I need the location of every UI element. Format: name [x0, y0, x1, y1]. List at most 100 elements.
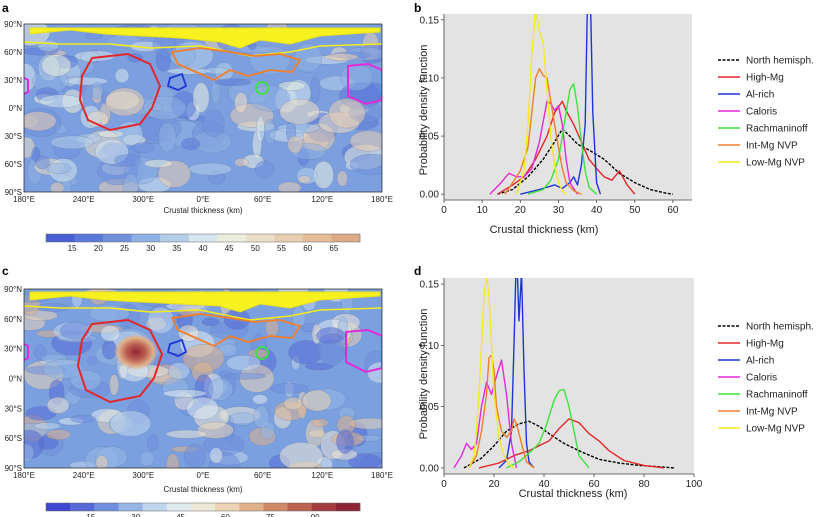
contour-patch [109, 374, 119, 396]
high-mg-region-outline [78, 52, 162, 132]
contour-patch [234, 158, 249, 167]
contour-patch [165, 453, 180, 468]
series-line-int-mg-nvp [468, 354, 535, 469]
x-tick-label: 10 [477, 205, 489, 216]
colorbar-swatch [160, 234, 190, 242]
latitude-tick-label: 90°N [4, 20, 22, 29]
high-mg-region-outline [76, 318, 164, 404]
al-rich-region-outline [166, 338, 188, 357]
rachmaninoff-outline [255, 346, 269, 360]
int-mg-nvp-outline [170, 47, 302, 82]
colorbar-swatch [287, 503, 312, 511]
colorbar-tick-label: 50 [251, 244, 260, 253]
x-tick-label: 0 [441, 479, 447, 490]
colorbar-swatch [46, 503, 71, 511]
legend-label: Caloris [746, 107, 777, 118]
colorbar-swatch [302, 234, 332, 242]
legend-label: Int-Mg NVP [746, 141, 798, 152]
contour-patch [283, 397, 303, 411]
contour-patch [34, 422, 61, 430]
contour-patch [97, 130, 124, 138]
pdf-chart-d: 0 20 40 60 80 100 0.00 0.05 0.10 0.15 [420, 278, 703, 490]
contour-patch [336, 170, 348, 187]
y-tick-label: 0.10 [420, 73, 440, 84]
colorbar-a: 15 20 25 30 35 40 45 50 55 60 65 [45, 233, 361, 253]
latitude-tick-label: 0°N [9, 375, 23, 384]
latitude-tick-label: 30°N [4, 345, 22, 354]
contour-patch [165, 429, 208, 439]
contour-patch [249, 85, 291, 112]
colorbar-swatch [70, 503, 95, 511]
colorbar-swatch [166, 503, 192, 511]
longitude-tick-label: 60°E [254, 195, 271, 204]
legend-d: North hemisph. High-Mg Al-rich Caloris Rachm… [718, 322, 814, 435]
colorbar-tick-label: 15 [68, 244, 77, 253]
legend-b: North hemisph. High-Mg Al-rich Caloris Rachm… [718, 56, 814, 169]
contour-patch [41, 54, 72, 77]
contour-patch [50, 135, 94, 150]
contour-patch [122, 173, 139, 192]
chart-d-ylabel: Probability density function [418, 309, 430, 440]
thickness-contour-fill [24, 289, 382, 468]
crustal-thickness-map-a [23, 23, 383, 193]
colorbar-swatch [188, 234, 218, 242]
panel-a-label: a [2, 1, 9, 15]
panel-d-label: d [414, 264, 421, 278]
colorbar-swatch [245, 234, 275, 242]
panel-b-label: b [414, 1, 421, 15]
legend-label: Caloris [746, 373, 777, 384]
series-line-high-mg [497, 100, 636, 195]
contour-patch [349, 417, 382, 430]
colorbar-frame [45, 233, 361, 243]
y-tick-label: 0.00 [420, 190, 440, 201]
contour-patch [45, 162, 72, 175]
y-tick-label: 0.15 [420, 15, 440, 26]
longitude-tick-label: 120°E [311, 195, 333, 204]
series-lines [489, 14, 674, 195]
colorbar-tick-label: 25 [120, 244, 129, 253]
colorbar-swatch [131, 234, 161, 242]
contour-patch [87, 356, 97, 366]
series-lines [453, 278, 675, 469]
colorbar-swatch [331, 234, 361, 242]
longitude-tick-label: 120°E [311, 471, 333, 480]
chart-d-xlabel: Crustal thickness (km) [519, 488, 628, 500]
colorbar-swatch [142, 503, 168, 511]
contour-patch [256, 115, 265, 142]
contour-patch [214, 78, 252, 86]
series-line-caloris [489, 100, 579, 195]
series-line-low-mg-nvp [468, 278, 515, 469]
contour-patch [287, 135, 303, 154]
thick-crust-hotspot [114, 334, 158, 370]
latitude-tick-label: 60°N [4, 315, 22, 324]
map-c-latitude-ticks: 90°N 60°N 30°N 0°N 30°S 60°S 90°S [4, 285, 22, 473]
panel-c-label: c [2, 264, 9, 278]
contour-patch [278, 81, 306, 91]
contour-patch [50, 182, 65, 192]
series-line-int-mg-nvp [504, 67, 582, 195]
contour-patch [264, 118, 276, 145]
contour-patch [181, 137, 201, 150]
colorbar-tick-label: 40 [199, 244, 208, 253]
contour-patch [207, 378, 234, 401]
contour-patch [139, 451, 155, 467]
crustal-thickness-map-c [23, 288, 383, 469]
contour-patch [188, 162, 232, 176]
y-tick-label: 0.15 [420, 280, 440, 291]
caloris-outline-west [24, 77, 29, 95]
y-tick-label: 0.10 [420, 341, 440, 352]
x-tick-label: 50 [629, 205, 641, 216]
low-mg-nvp-outline [29, 27, 381, 49]
contour-patch [336, 429, 354, 454]
contour-patch [109, 410, 151, 437]
contour-patch [302, 389, 332, 412]
legend-label: Low-Mg NVP [746, 158, 805, 169]
colorbar-tick-label: 20 [94, 244, 103, 253]
series-line-rachmaninoff [527, 83, 598, 195]
north-hemisphere-boundary [24, 41, 382, 57]
longitude-tick-label: 240°E [73, 471, 95, 480]
series-line-al-rich [498, 278, 535, 469]
contour-patch [324, 53, 359, 61]
x-tick-label: 30 [553, 205, 565, 216]
